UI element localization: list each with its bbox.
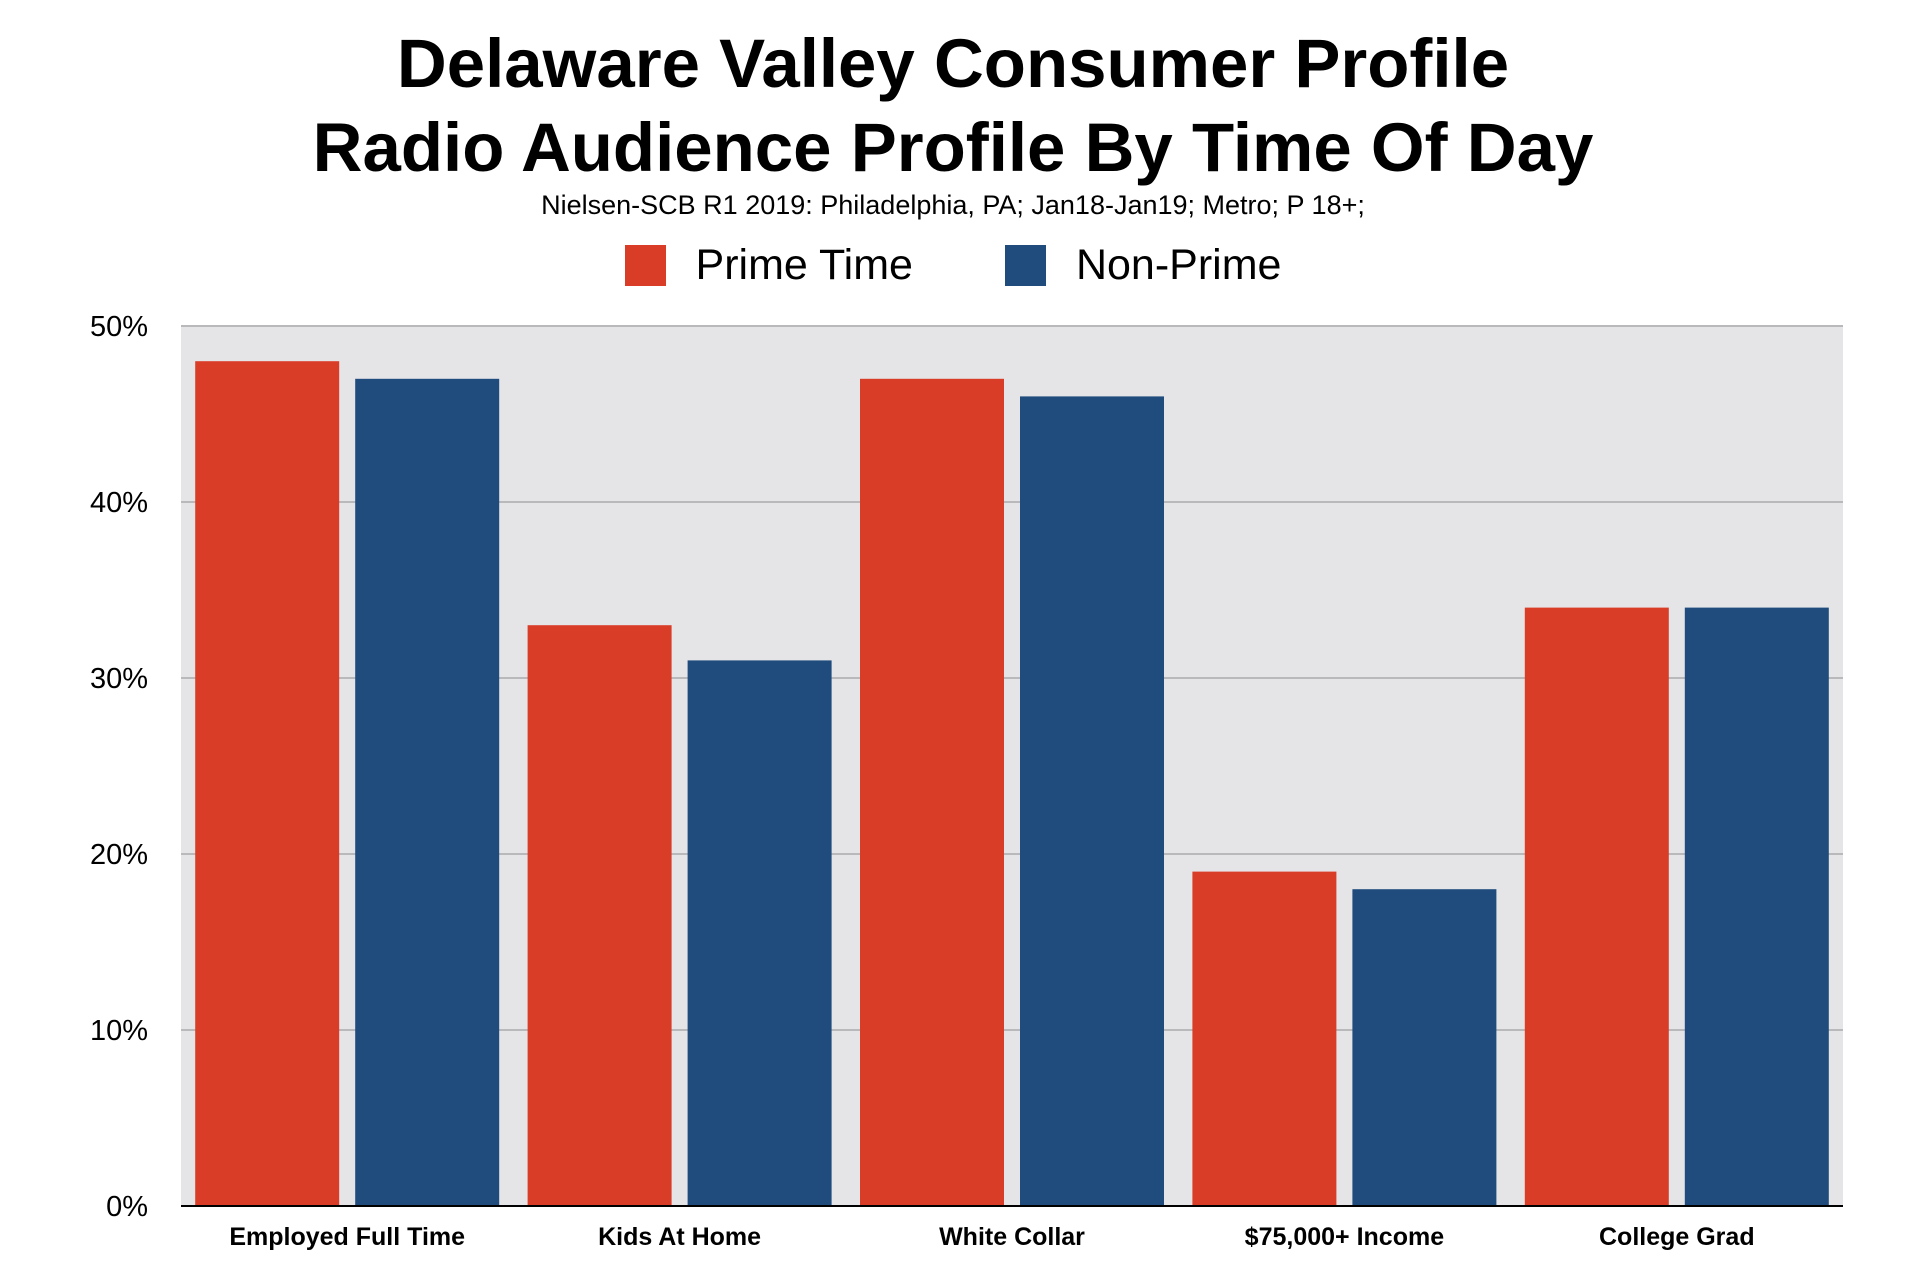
bar-non-prime-employed-full-time <box>355 378 500 1206</box>
y-tick-label-30: 30% <box>90 663 148 695</box>
x-tick-label-white-collar: White Collar <box>939 1223 1085 1251</box>
y-tick-label-10: 10% <box>90 1015 148 1047</box>
bar-non-prime-college-grad <box>1684 607 1829 1206</box>
bar-prime-time-kids-at-home <box>527 625 672 1206</box>
bar-non-prime-75-000-income <box>1352 889 1497 1206</box>
chart-legend: Prime Time Non-Prime <box>0 240 1906 290</box>
bar-prime-time-college-grad <box>1524 607 1669 1206</box>
bar-non-prime-white-collar <box>1020 396 1164 1206</box>
chart-title-line-2: Radio Audience Profile By Time Of Day <box>312 109 1594 186</box>
legend-item-non-prime: Non-Prime <box>1004 240 1282 290</box>
y-tick-label-0: 0% <box>106 1191 148 1223</box>
legend-swatch-prime-time <box>624 244 666 286</box>
x-tick-label-kids-at-home: Kids At Home <box>598 1223 761 1251</box>
legend-label-non-prime: Non-Prime <box>1075 241 1282 289</box>
legend-item-prime-time: Prime Time <box>624 240 913 290</box>
chart-subtitle: Nielsen-SCB R1 2019: Philadelphia, PA; J… <box>541 190 1365 220</box>
y-tick-label-40: 40% <box>90 487 148 519</box>
legend-label-prime-time: Prime Time <box>695 241 913 289</box>
chart-title-line-1: Delaware Valley Consumer Profile <box>396 25 1510 102</box>
bar-prime-time-employed-full-time <box>195 361 340 1206</box>
bar-prime-time-75-000-income <box>1192 871 1337 1206</box>
y-tick-label-20: 20% <box>90 839 148 871</box>
bar-prime-time-white-collar <box>860 378 1004 1206</box>
legend-swatch-non-prime <box>1004 244 1046 286</box>
x-tick-label-employed-full-time: Employed Full Time <box>229 1223 465 1251</box>
bar-non-prime-kids-at-home <box>687 660 832 1206</box>
x-tick-label-college-grad: College Grad <box>1599 1223 1755 1251</box>
x-tick-label-75-000-income: $75,000+ Income <box>1245 1223 1445 1251</box>
y-tick-label-50: 50% <box>90 311 148 343</box>
